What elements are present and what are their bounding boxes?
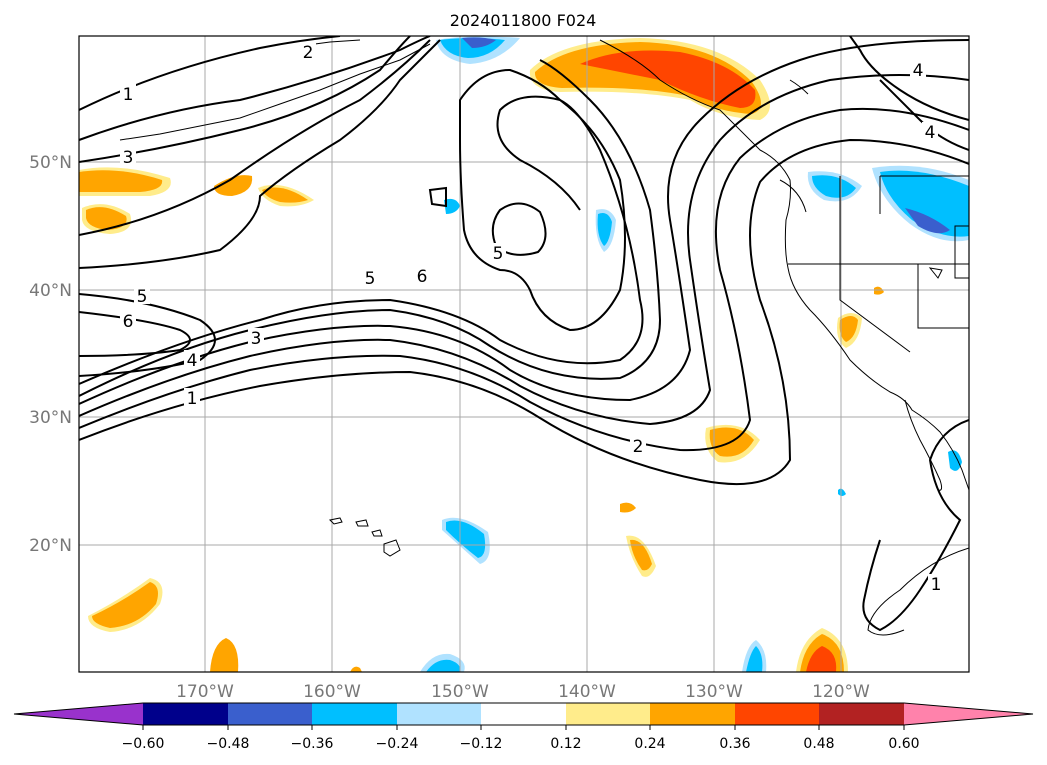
- lon-label: 140°W: [558, 682, 616, 702]
- contour-label: 3: [251, 329, 262, 349]
- contour-label: 1: [123, 85, 134, 105]
- colorbar-segment: [481, 703, 566, 725]
- longitude-labels: 170°W 160°W 150°W 140°W 130°W 120°W: [176, 682, 870, 702]
- map-background: [79, 36, 969, 672]
- colorbar-segment: [735, 703, 819, 725]
- colorbar-segment: [819, 703, 904, 725]
- colorbar-tick: −0.60: [122, 736, 165, 752]
- contour-label: 2: [633, 437, 644, 457]
- lat-label: 40°N: [29, 281, 72, 301]
- colorbar-tick: −0.36: [291, 736, 334, 752]
- lat-label: 30°N: [29, 408, 72, 428]
- colorbar-segment: [228, 703, 312, 725]
- contour-lines: [79, 36, 969, 632]
- colorbar-segment: [566, 703, 650, 725]
- latitude-labels: 50°N 40°N 30°N 20°N: [29, 153, 72, 556]
- contour-label: 1: [187, 389, 198, 409]
- colorbar-segment: [143, 703, 228, 725]
- colorbar-tick: −0.48: [207, 736, 250, 752]
- contour-label: 3: [123, 148, 134, 168]
- contour-label: 5: [365, 269, 376, 289]
- colorbar-tick: 0.36: [719, 736, 750, 752]
- contour-label: 4: [913, 61, 924, 81]
- contour-labels: 1 3 2 4 4 5 6 5 6 4 3: [120, 42, 944, 595]
- colorbar-tick: −0.12: [460, 736, 503, 752]
- lon-label: 130°W: [685, 682, 743, 702]
- colorbar-segment: [312, 703, 397, 725]
- lon-label: 150°W: [431, 682, 489, 702]
- contour-label: 5: [137, 287, 148, 307]
- contour-label: 1: [931, 575, 942, 595]
- colorbar-tick: 0.12: [550, 736, 581, 752]
- colorbar-tick: −0.24: [376, 736, 419, 752]
- lon-label: 160°W: [303, 682, 361, 702]
- lat-label: 20°N: [29, 536, 72, 556]
- map-panel: 1 3 2 4 4 5 6 5 6 4 3: [78, 35, 970, 673]
- colorbar-extend-max: [904, 703, 1033, 725]
- map-frame: [78, 35, 970, 673]
- colorbar-tick: 0.48: [803, 736, 834, 752]
- contour-label: 6: [123, 312, 134, 332]
- contour-label: 4: [187, 351, 198, 371]
- colorbar-segment: [397, 703, 481, 725]
- contour-label: 5: [493, 244, 504, 264]
- contour-label: 6: [417, 267, 428, 287]
- lon-label: 120°W: [812, 682, 870, 702]
- colorbar-tick: 0.24: [634, 736, 665, 752]
- colorbar-extend-min: [14, 703, 143, 725]
- colorbar: [13, 702, 1034, 726]
- lat-label: 50°N: [29, 153, 72, 173]
- map-title: 2024011800 F024: [450, 11, 597, 30]
- lon-label: 170°W: [176, 682, 234, 702]
- contour-label: 2: [303, 43, 314, 63]
- colorbar-tick-labels: −0.60 −0.48 −0.36 −0.24 −0.12 0.12 0.24 …: [122, 725, 920, 752]
- colorbar-segment: [650, 703, 735, 725]
- colorbar-tick: 0.60: [888, 736, 919, 752]
- contour-label: 4: [925, 123, 936, 143]
